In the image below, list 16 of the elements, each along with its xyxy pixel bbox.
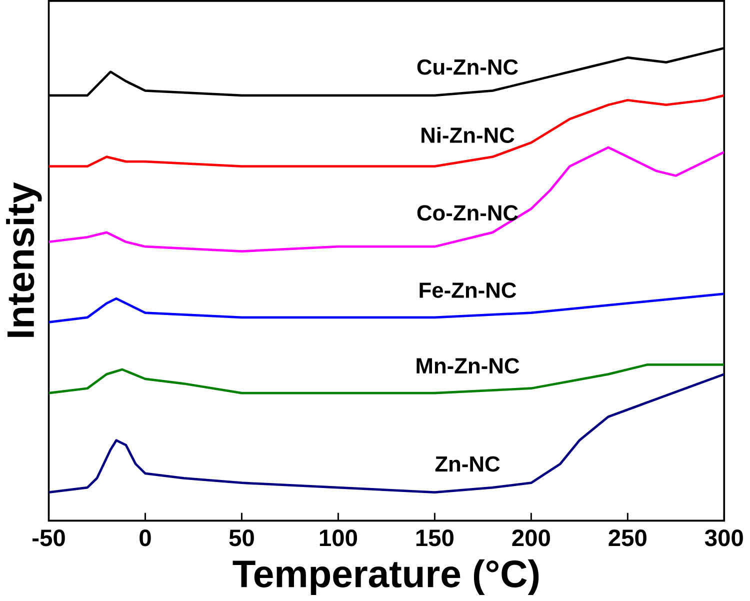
x-tick-label: 0	[140, 529, 151, 546]
x-tick-label: 50	[229, 529, 254, 546]
series-label: Ni-Zn-NC	[422, 126, 514, 143]
series-label: Fe-Zn-NC	[420, 282, 516, 298]
x-tick-label: -50	[32, 529, 65, 546]
x-tick-label: 200	[512, 529, 550, 546]
x-axis-title: Temperature (°C)	[232, 559, 539, 595]
x-tick-label: 150	[416, 529, 454, 546]
x-tick-label: 300	[704, 529, 743, 546]
x-tick-label: 100	[320, 529, 358, 546]
y-axis-title: Intensity	[6, 182, 42, 337]
series-label: Cu-Zn-NC	[417, 59, 518, 75]
series-label: Co-Zn-NC	[417, 205, 518, 221]
series-label: Zn-NC	[435, 456, 500, 472]
x-tick-label: 250	[608, 529, 646, 546]
series-label: Mn-Zn-NC	[416, 358, 520, 374]
